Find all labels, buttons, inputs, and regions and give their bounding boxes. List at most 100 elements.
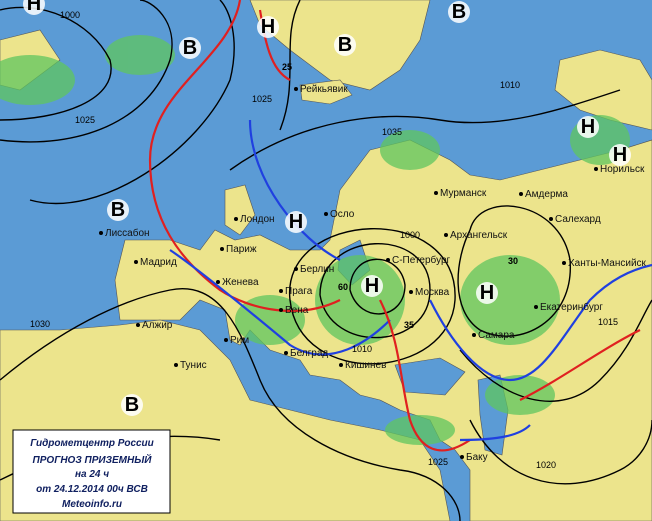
value-mark: 25 bbox=[282, 62, 292, 72]
city-label: Рим bbox=[230, 335, 249, 346]
city-dot bbox=[234, 217, 238, 221]
city-label: Тунис bbox=[180, 360, 207, 371]
city-dot bbox=[386, 258, 390, 262]
center-bg bbox=[448, 1, 470, 23]
isobar-label: 1000 bbox=[400, 230, 420, 240]
legend-line: на 24 ч bbox=[75, 469, 109, 480]
city-dot bbox=[220, 247, 224, 251]
city-dot bbox=[284, 351, 288, 355]
center-letter: Н bbox=[581, 116, 595, 138]
center-letter: Н bbox=[27, 0, 41, 15]
city-label: Амдерма bbox=[525, 189, 568, 200]
city-dot bbox=[294, 87, 298, 91]
city-dot bbox=[99, 231, 103, 235]
center-letter: Н bbox=[365, 275, 379, 297]
city-dot bbox=[224, 338, 228, 342]
value-mark: 60 bbox=[338, 282, 348, 292]
city-label: Лиссабон bbox=[105, 227, 150, 239]
city-label: Вена bbox=[285, 305, 309, 316]
isobar-label: 1025 bbox=[252, 94, 272, 104]
city-dot bbox=[216, 280, 220, 284]
city-dot bbox=[534, 305, 538, 309]
city-label: Екатеринбург bbox=[540, 301, 603, 313]
city-dot bbox=[472, 333, 476, 337]
city-label: Кишинев bbox=[345, 360, 386, 371]
city-dot bbox=[279, 308, 283, 312]
value-mark: 35 bbox=[404, 320, 414, 330]
city-label: Прага bbox=[285, 286, 313, 297]
isobar-label: 1015 bbox=[598, 317, 618, 327]
city-dot bbox=[434, 191, 438, 195]
center-bg bbox=[179, 37, 201, 59]
center-letter: В bbox=[111, 199, 125, 221]
isobar-label: 1035 bbox=[382, 127, 402, 137]
city-label: Женева bbox=[222, 277, 259, 288]
city-label: Салехард bbox=[555, 214, 601, 225]
isobar-label: 1010 bbox=[352, 344, 372, 354]
city-label: Берлин bbox=[300, 264, 334, 275]
value-mark: 30 bbox=[508, 256, 518, 266]
city-label: Лондон bbox=[240, 214, 275, 225]
city-dot bbox=[136, 323, 140, 327]
city-label: Мадрид bbox=[140, 257, 177, 268]
isobar-label: 1000 bbox=[60, 10, 80, 20]
legend-line: Гидрометцентр России bbox=[30, 438, 154, 449]
fronts bbox=[148, 0, 652, 452]
center-letter: В bbox=[452, 1, 466, 23]
center-bg bbox=[23, 0, 45, 15]
city-label: Белград bbox=[290, 348, 328, 359]
center-bg bbox=[285, 211, 307, 233]
city-dot bbox=[562, 261, 566, 265]
city-dot bbox=[460, 455, 464, 459]
city-label: С-Петербург bbox=[392, 254, 451, 266]
city-dot bbox=[294, 267, 298, 271]
center-bg bbox=[609, 144, 631, 166]
legend-line: ПРОГНОЗ ПРИЗЕМНЫЙ bbox=[33, 453, 153, 466]
isobar-label: 1010 bbox=[500, 80, 520, 90]
city-dot bbox=[174, 363, 178, 367]
center-letter: Н bbox=[480, 282, 494, 304]
city-dot bbox=[134, 260, 138, 264]
city-label: Осло bbox=[330, 209, 355, 220]
city-dot bbox=[409, 290, 413, 294]
city-label: Москва bbox=[415, 287, 450, 298]
city-label: Самара bbox=[478, 330, 515, 341]
center-bg bbox=[334, 34, 356, 56]
city-label: Ханты-Мансийск bbox=[568, 258, 647, 269]
city-label: Алжир bbox=[142, 320, 173, 331]
city-dot bbox=[594, 167, 598, 171]
center-bg bbox=[577, 116, 599, 138]
legend-line: Meteoinfo.ru bbox=[62, 499, 122, 510]
city-label: Норильск bbox=[600, 164, 645, 175]
center-bg bbox=[121, 394, 143, 416]
legend-line: от 24.12.2014 00ч ВСВ bbox=[36, 484, 148, 495]
city-label: Париж bbox=[226, 244, 257, 255]
center-bg bbox=[257, 16, 279, 38]
city-label: Мурманск bbox=[440, 188, 487, 199]
center-letter: В bbox=[338, 34, 352, 56]
isobar-label: 1025 bbox=[428, 457, 448, 467]
center-letter: Н bbox=[289, 211, 303, 233]
center-bg bbox=[361, 275, 383, 297]
isobar-label: 1025 bbox=[75, 115, 95, 125]
center-bg bbox=[476, 282, 498, 304]
isobar-label: 1030 bbox=[30, 319, 50, 329]
center-letter: В bbox=[125, 394, 139, 416]
center-letter: Н bbox=[261, 16, 275, 38]
legend: Гидрометцентр России ПРОГНОЗ ПРИЗЕМНЫЙ на … bbox=[30, 438, 154, 510]
city-dot bbox=[279, 289, 283, 293]
city-label: Рейкьявик bbox=[300, 84, 348, 95]
city-dot bbox=[444, 233, 448, 237]
center-letter: Н bbox=[613, 144, 627, 166]
city-dot bbox=[549, 217, 553, 221]
isobar-label: 1020 bbox=[536, 460, 556, 470]
center-bg bbox=[107, 199, 129, 221]
legend-box bbox=[12, 429, 171, 514]
city-dot bbox=[339, 363, 343, 367]
cities: Рейкьявик Лиссабон Мадрид Алжир Тунис Рим Пари… bbox=[99, 84, 647, 463]
city-label: Баку bbox=[466, 452, 488, 463]
city-dot bbox=[324, 212, 328, 216]
